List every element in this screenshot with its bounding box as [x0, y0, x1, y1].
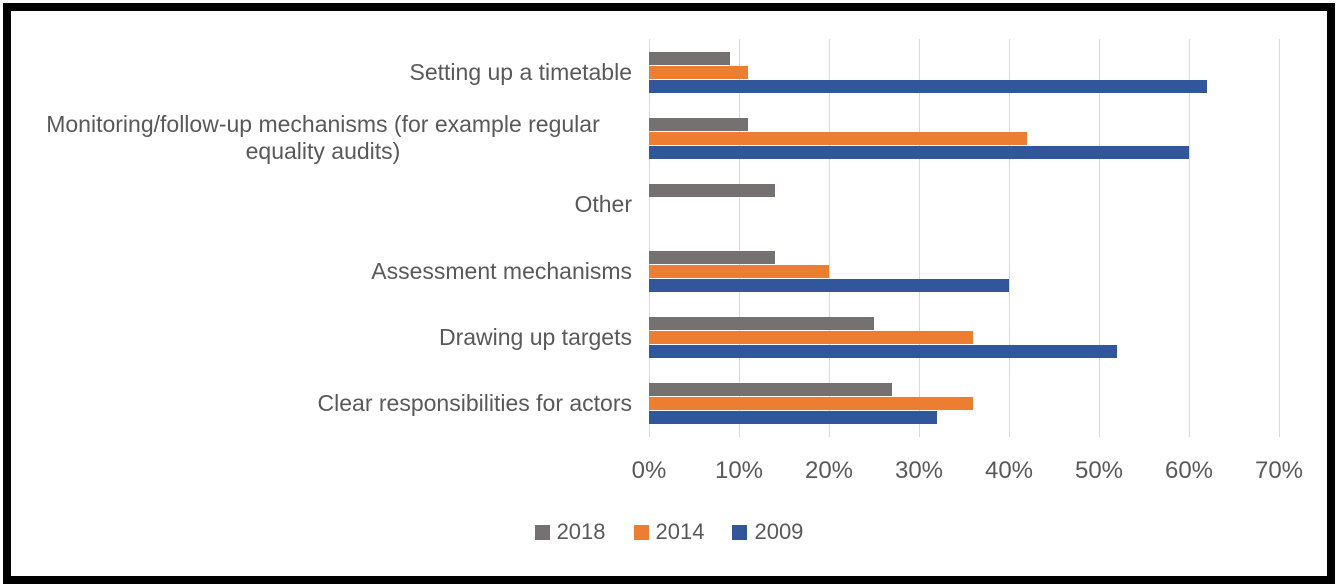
bar-2018	[649, 316, 874, 330]
bar-group	[649, 172, 1279, 238]
legend-swatch-2018	[534, 524, 550, 540]
gridline	[1009, 39, 1010, 437]
category-label-text: Other	[574, 191, 632, 218]
legend-item: 2014	[633, 519, 705, 545]
x-tick-label: 20%	[804, 457, 854, 484]
bar-2014	[649, 65, 748, 79]
gridline	[919, 39, 920, 437]
category-label-text: Drawing up targets	[438, 323, 632, 350]
legend-label: 2014	[655, 519, 705, 544]
category-label: Drawing up targets	[11, 304, 632, 370]
category-label: Monitoring/follow-up mechanisms (for exa…	[11, 105, 632, 171]
x-tick-label: 0%	[631, 457, 667, 484]
bar-2018	[649, 51, 730, 65]
x-tick-label: 70%	[1254, 457, 1304, 484]
gridline	[1099, 39, 1100, 437]
category-label-text: Assessment mechanisms	[371, 257, 632, 284]
legend-item: 2018	[534, 519, 606, 545]
bar-2014	[649, 397, 973, 411]
legend-label: 2018	[556, 519, 606, 544]
bar-2009	[649, 278, 1009, 292]
bar-2014	[649, 264, 829, 278]
category-axis: Setting up a timetable Monitoring/follow-…	[11, 39, 632, 437]
bar-2018	[649, 250, 775, 264]
bar-2009	[649, 145, 1189, 159]
category-label-text: Monitoring/follow-up mechanisms (for exa…	[46, 111, 600, 165]
bar-2018	[649, 117, 748, 131]
category-label: Setting up a timetable	[11, 39, 632, 105]
bar-2014	[649, 330, 973, 344]
bar-2009	[649, 411, 937, 425]
legend-label: 2009	[754, 519, 804, 544]
bar-group	[649, 238, 1279, 304]
x-axis: 0% 10% 20% 30% 40% 50% 60% 70%	[632, 457, 1303, 487]
category-label: Other	[11, 172, 632, 238]
legend-swatch-2014	[633, 524, 649, 540]
bar-2014	[649, 131, 1027, 145]
gridline	[829, 39, 830, 437]
bar-2018	[649, 184, 775, 198]
legend-swatch-2009	[732, 524, 748, 540]
x-tick-label: 40%	[984, 457, 1034, 484]
plot-area	[649, 39, 1280, 437]
gridline	[739, 39, 740, 437]
bar-group	[649, 105, 1279, 171]
category-label: Assessment mechanisms	[11, 238, 632, 304]
bar-2009	[649, 344, 1117, 358]
x-tick-label: 50%	[1074, 457, 1124, 484]
legend-item: 2009	[732, 519, 803, 545]
bar-2009	[649, 79, 1207, 93]
chart-legend: 2018 2014 2009	[11, 519, 1327, 545]
category-label-text: Clear responsibilities for actors	[317, 390, 632, 417]
category-label: Clear responsibilities for actors	[11, 371, 632, 437]
bar-group	[649, 371, 1279, 437]
bar-group	[649, 304, 1279, 370]
x-tick-label: 60%	[1164, 457, 1214, 484]
gridline	[1189, 39, 1190, 437]
bar-2018	[649, 383, 892, 397]
category-label-text: Setting up a timetable	[409, 58, 632, 85]
bar-group	[649, 39, 1279, 105]
x-tick-label: 10%	[714, 457, 764, 484]
x-tick-label: 30%	[894, 457, 944, 484]
chart-frame: Setting up a timetable Monitoring/follow-…	[3, 3, 1335, 584]
gridline	[649, 39, 650, 437]
gridline	[1279, 39, 1280, 437]
